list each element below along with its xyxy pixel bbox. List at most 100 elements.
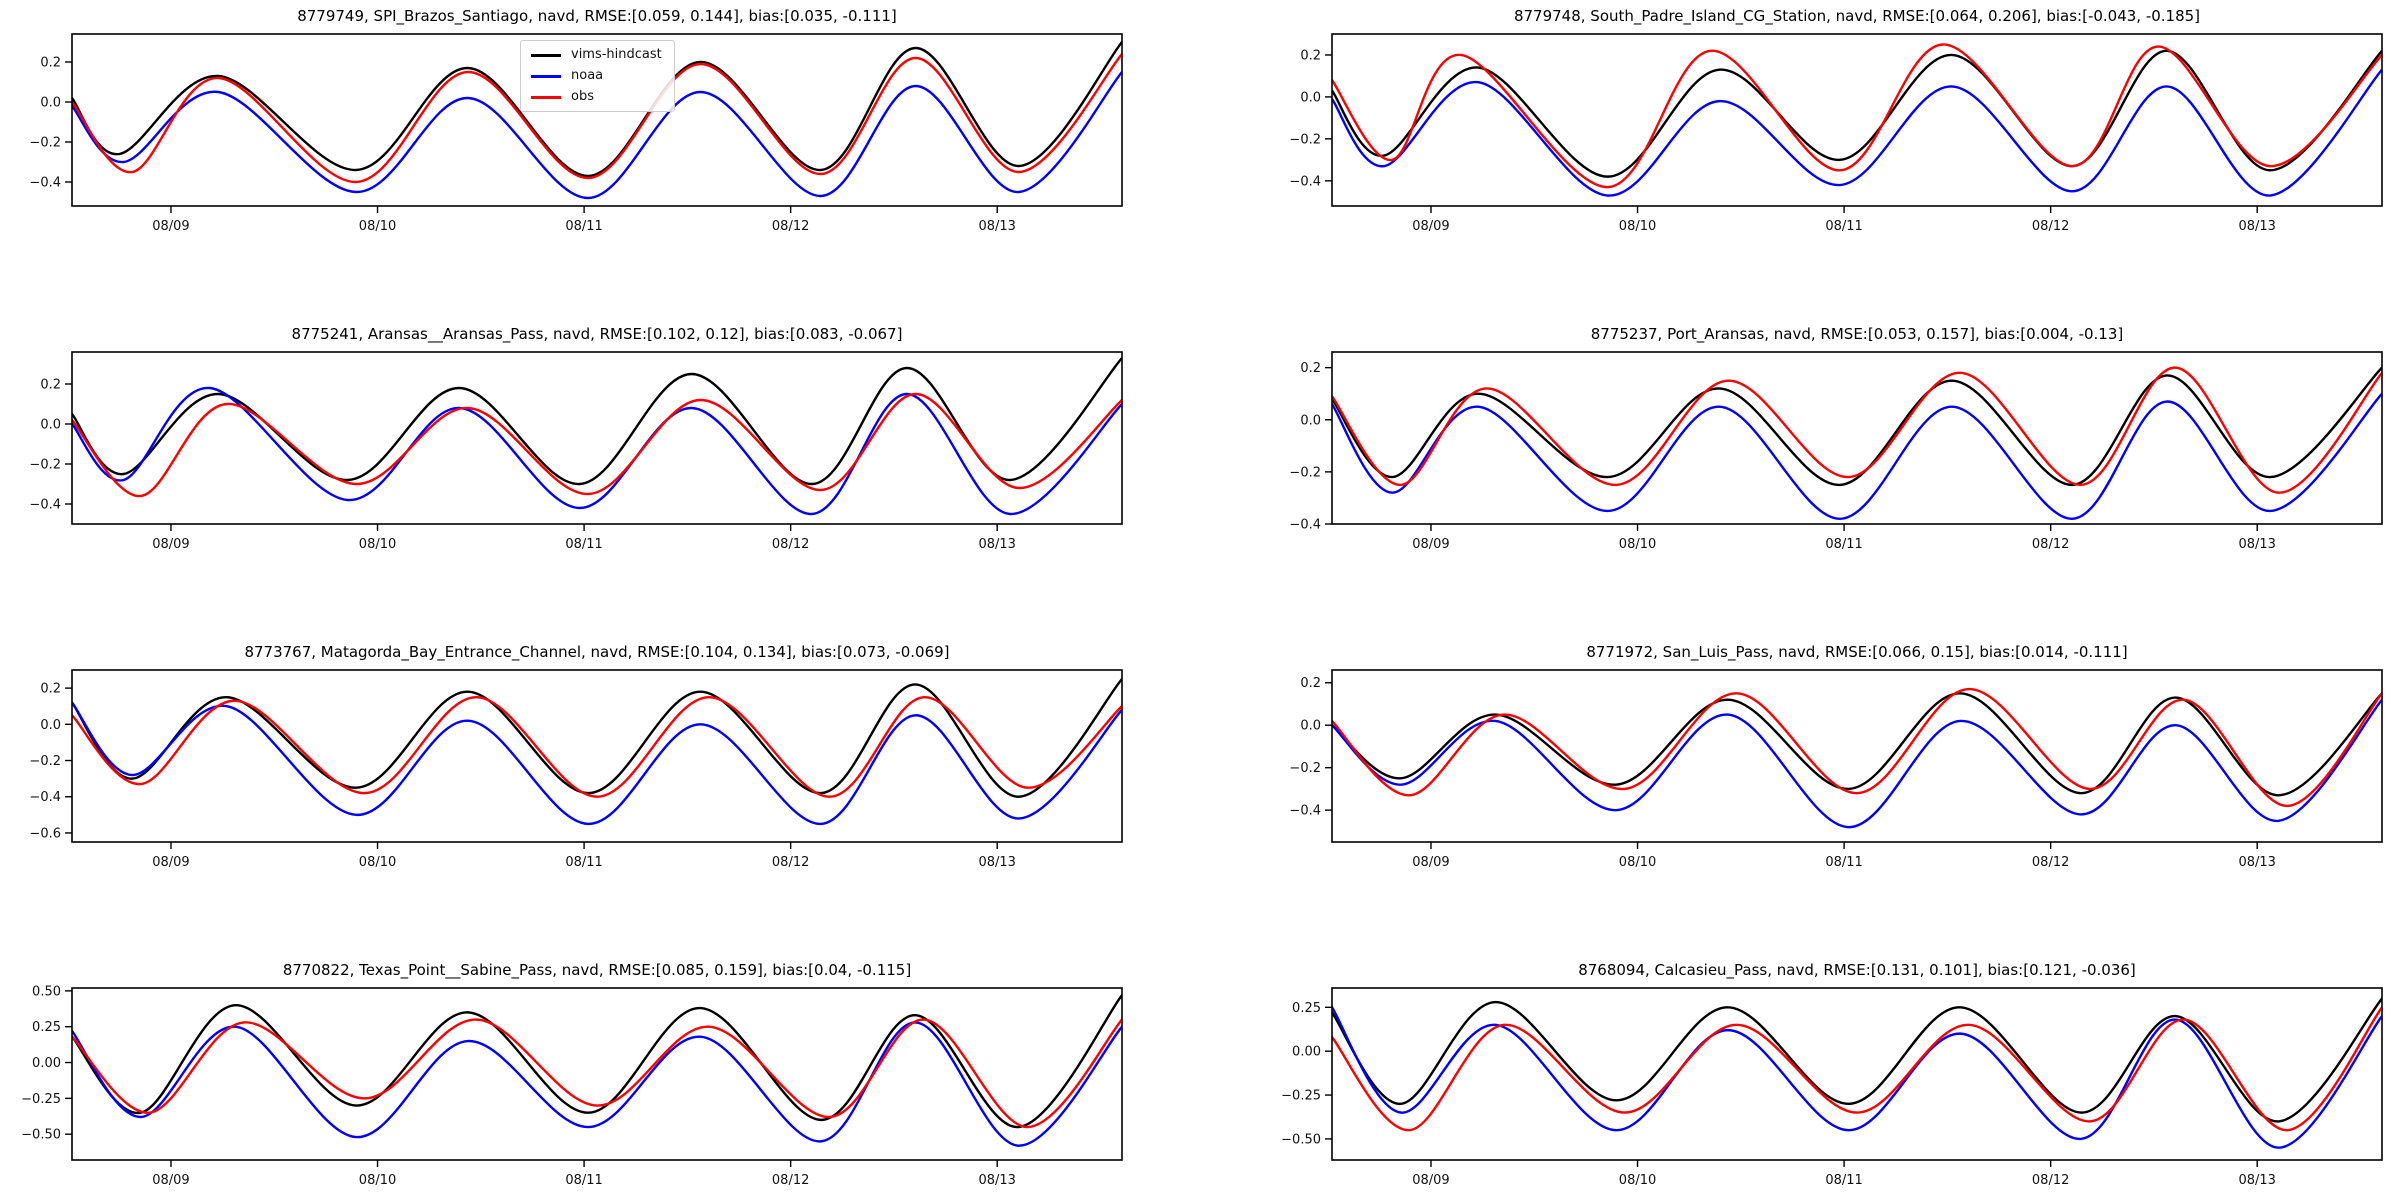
svg-text:08/12: 08/12 (772, 1173, 809, 1188)
svg-text:08/12: 08/12 (772, 219, 809, 234)
svg-text:08/13: 08/13 (2238, 219, 2275, 234)
svg-text:08/09: 08/09 (152, 1173, 189, 1188)
legend-entry-obs: obs (531, 90, 662, 104)
chart-legend: vims-hindcast noaa obs (520, 40, 675, 112)
chart-title: 8768094, Calcasieu_Pass, navd, RMSE:[0.1… (1578, 961, 2136, 979)
chart-title: 8773767, Matagorda_Bay_Entrance_Channel,… (244, 643, 950, 661)
svg-text:0.2: 0.2 (1300, 361, 1321, 376)
svg-text:08/13: 08/13 (978, 855, 1015, 870)
svg-text:0.00: 0.00 (1292, 1045, 1321, 1060)
svg-text:−0.2: −0.2 (29, 136, 61, 151)
svg-text:08/13: 08/13 (978, 1173, 1015, 1188)
svg-text:−0.25: −0.25 (1281, 1089, 1321, 1104)
svg-text:0.50: 0.50 (32, 984, 61, 999)
svg-text:−0.50: −0.50 (1281, 1132, 1321, 1147)
svg-text:08/10: 08/10 (359, 537, 396, 552)
svg-text:0.25: 0.25 (1292, 1001, 1321, 1016)
svg-text:08/09: 08/09 (152, 855, 189, 870)
svg-text:0.0: 0.0 (40, 96, 61, 111)
svg-text:−0.2: −0.2 (29, 458, 61, 473)
svg-text:0.0: 0.0 (1300, 413, 1321, 428)
svg-text:−0.25: −0.25 (21, 1092, 61, 1107)
svg-text:08/11: 08/11 (565, 1173, 602, 1188)
subplot-south-padre-island-cg-station: 8779748, South_Padre_Island_CG_Station, … (1270, 6, 2390, 240)
legend-label: vims-hindcast (571, 47, 662, 62)
subplot-calcasieu-pass: 8768094, Calcasieu_Pass, navd, RMSE:[0.1… (1270, 960, 2390, 1194)
svg-text:−0.4: −0.4 (1289, 804, 1321, 819)
svg-text:0.0: 0.0 (1300, 90, 1321, 105)
svg-text:08/12: 08/12 (772, 855, 809, 870)
svg-text:−0.6: −0.6 (29, 826, 61, 841)
chart-title: 8770822, Texas_Point__Sabine_Pass, navd,… (282, 961, 912, 979)
svg-text:−0.2: −0.2 (29, 754, 61, 769)
svg-text:08/10: 08/10 (1619, 855, 1656, 870)
svg-text:08/09: 08/09 (152, 219, 189, 234)
plot-area-spi-brazos-santiago: 0.2 0.0 −0.2 −0.4 08/09 08/10 08/11 08/12 08/13 (29, 33, 1123, 234)
svg-text:−0.2: −0.2 (1289, 761, 1321, 776)
svg-text:08/10: 08/10 (1619, 1173, 1656, 1188)
svg-text:08/12: 08/12 (2032, 855, 2069, 870)
plot-area-san-luis-pass: 0.2 0.0 −0.2 −0.4 08/09 08/10 08/11 08/12 08/13 (1289, 669, 2383, 870)
plot-area-calcasieu-pass: 0.25 0.00 −0.25 −0.50 08/09 08/10 08/11 08/12 08… (1281, 987, 2383, 1188)
legend-label: noaa (571, 68, 604, 83)
subplot-texas-point-sabine-pass: 8770822, Texas_Point__Sabine_Pass, navd,… (10, 960, 1130, 1194)
svg-text:08/13: 08/13 (978, 219, 1015, 234)
subplot-spi-brazos-santiago: 8779749, SPI_Brazos_Santiago, navd, RMSE… (10, 6, 1130, 240)
legend-line-swatch-blue (531, 74, 561, 78)
svg-text:08/10: 08/10 (1619, 219, 1656, 234)
svg-text:−0.50: −0.50 (21, 1128, 61, 1143)
legend-line-swatch-red (531, 95, 561, 99)
subplot-matagorda-bay-entrance-channel: 8773767, Matagorda_Bay_Entrance_Channel,… (10, 642, 1130, 876)
svg-text:−0.2: −0.2 (1289, 132, 1321, 147)
svg-text:08/12: 08/12 (2032, 219, 2069, 234)
svg-text:08/13: 08/13 (2238, 855, 2275, 870)
svg-text:0.2: 0.2 (1300, 48, 1321, 63)
svg-text:08/10: 08/10 (1619, 537, 1656, 552)
svg-text:08/12: 08/12 (2032, 537, 2069, 552)
svg-text:08/11: 08/11 (1825, 855, 1862, 870)
svg-text:08/13: 08/13 (2238, 1173, 2275, 1188)
plot-area-texas-point-sabine-pass: 0.50 0.25 0.00 −0.25 −0.50 08/09 08/10 08/11 08/… (21, 984, 1123, 1188)
subplot-aransas-aransas-pass: 8775241, Aransas__Aransas_Pass, navd, RM… (10, 324, 1130, 558)
svg-text:08/11: 08/11 (1825, 537, 1862, 552)
chart-title: 8775237, Port_Aransas, navd, RMSE:[0.053… (1590, 325, 2124, 343)
svg-text:08/09: 08/09 (152, 537, 189, 552)
chart-title: 8779749, SPI_Brazos_Santiago, navd, RMSE… (297, 7, 897, 25)
plot-area-aransas-aransas-pass: 0.2 0.0 −0.2 −0.4 08/09 08/10 08/11 08/12 08/13 (29, 351, 1123, 552)
svg-text:0.00: 0.00 (32, 1056, 61, 1071)
svg-text:0.2: 0.2 (40, 378, 61, 393)
svg-text:0.2: 0.2 (1300, 676, 1321, 691)
legend-entry-noaa: noaa (531, 69, 662, 83)
svg-text:08/12: 08/12 (2032, 1173, 2069, 1188)
svg-text:−0.4: −0.4 (1289, 174, 1321, 189)
chart-title: 8771972, San_Luis_Pass, navd, RMSE:[0.06… (1586, 643, 2128, 661)
svg-text:08/09: 08/09 (1412, 537, 1449, 552)
subplot-san-luis-pass: 8771972, San_Luis_Pass, navd, RMSE:[0.06… (1270, 642, 2390, 876)
svg-text:08/13: 08/13 (978, 537, 1015, 552)
chart-title: 8779748, South_Padre_Island_CG_Station, … (1513, 7, 2201, 25)
svg-text:08/11: 08/11 (565, 219, 602, 234)
svg-text:08/10: 08/10 (359, 1173, 396, 1188)
svg-text:08/11: 08/11 (565, 855, 602, 870)
svg-text:0.25: 0.25 (32, 1020, 61, 1035)
svg-text:−0.4: −0.4 (29, 790, 61, 805)
svg-text:−0.4: −0.4 (29, 176, 61, 191)
svg-text:0.2: 0.2 (40, 56, 61, 71)
svg-text:−0.4: −0.4 (29, 498, 61, 513)
svg-text:−0.4: −0.4 (1289, 518, 1321, 533)
svg-text:08/12: 08/12 (772, 537, 809, 552)
plot-area-port-aransas: 0.2 0.0 −0.2 −0.4 08/09 08/10 08/11 08/12 08/13 (1289, 351, 2383, 552)
svg-text:−0.2: −0.2 (1289, 465, 1321, 480)
legend-entry-vims-hindcast: vims-hindcast (531, 48, 662, 62)
svg-text:0.0: 0.0 (40, 418, 61, 433)
svg-text:08/11: 08/11 (565, 537, 602, 552)
svg-text:08/10: 08/10 (359, 219, 396, 234)
plot-area-south-padre-island-cg-station: 0.2 0.0 −0.2 −0.4 08/09 08/10 08/11 08/12 08/13 (1289, 33, 2383, 234)
svg-text:08/09: 08/09 (1412, 1173, 1449, 1188)
chart-title: 8775241, Aransas__Aransas_Pass, navd, RM… (291, 325, 903, 343)
legend-label: obs (571, 89, 594, 104)
svg-text:08/11: 08/11 (1825, 219, 1862, 234)
plot-area-matagorda-bay-entrance-channel: 0.2 0.0 −0.2 −0.4 −0.6 08/09 08/10 08/11 08/12 08… (29, 669, 1123, 870)
svg-text:0.0: 0.0 (1300, 719, 1321, 734)
